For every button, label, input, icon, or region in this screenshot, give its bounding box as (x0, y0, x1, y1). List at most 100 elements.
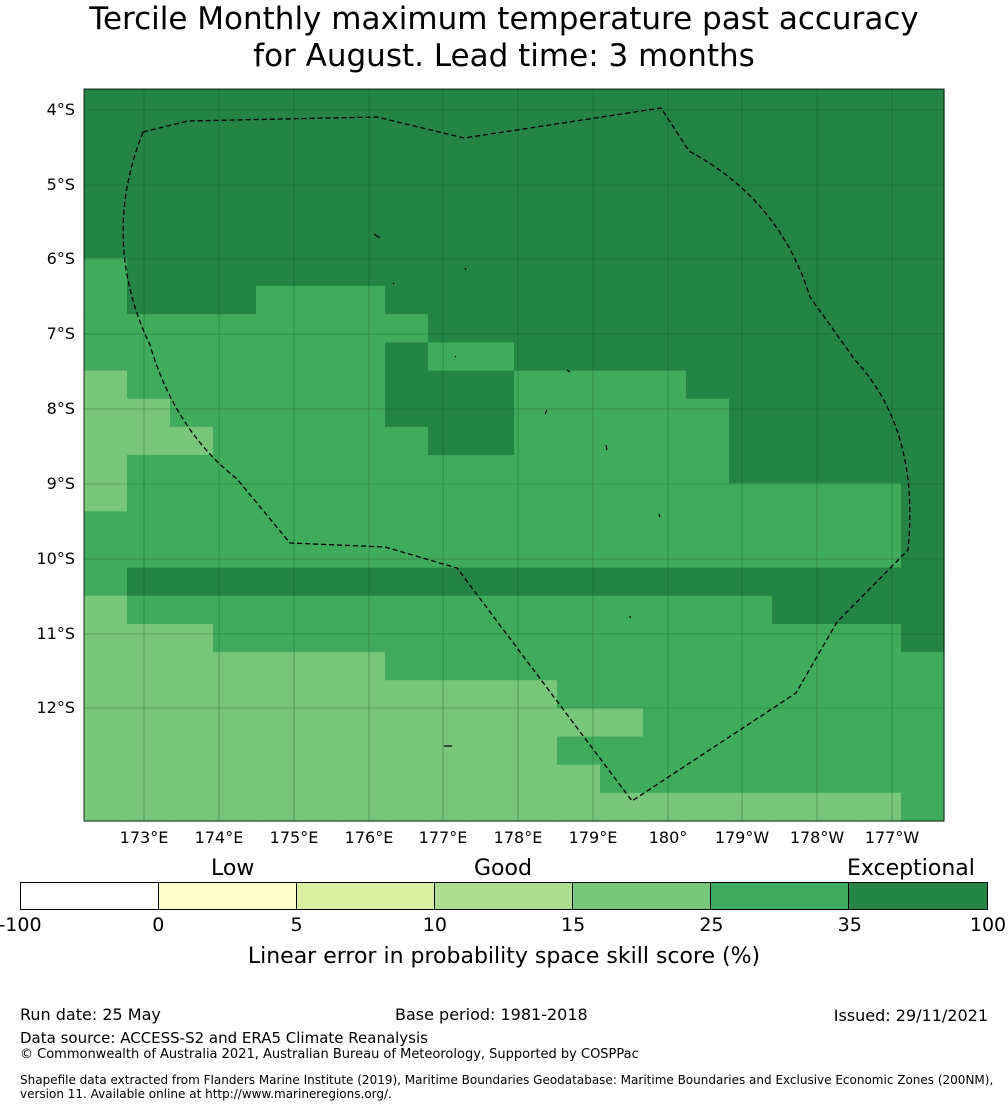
grid-cell (901, 173, 945, 203)
grid-cell (772, 89, 816, 118)
grid-cell (342, 595, 386, 625)
grid-cell (170, 708, 214, 738)
grid-cell (815, 117, 859, 146)
grid-cell (557, 201, 601, 231)
colorbar-tick-label: 100 (969, 914, 1007, 936)
grid-cell (643, 708, 687, 738)
grid-cell (299, 257, 343, 287)
grid-cell (815, 680, 859, 709)
grid-cell (686, 426, 730, 456)
grid-cell (385, 595, 429, 625)
grid-cell (557, 89, 601, 118)
grid-cell (299, 201, 343, 231)
grid-cell (342, 455, 386, 484)
grid-cell (514, 229, 558, 259)
grid-cell (901, 595, 945, 625)
island (658, 513, 661, 518)
grid-cell (213, 229, 257, 259)
grid-cell (213, 257, 257, 287)
grid-cell (84, 314, 128, 343)
colorbar-title: Linear error in probability space skill … (247, 944, 761, 969)
grid-cell (729, 257, 773, 287)
grid-cell (299, 173, 343, 203)
grid-cell (729, 595, 773, 625)
grid-cell (213, 764, 257, 794)
island (464, 267, 467, 271)
grid-cell (600, 173, 644, 203)
grid-cell (170, 342, 214, 372)
grid-cell (901, 426, 945, 456)
grid-cell (471, 595, 515, 625)
run-date: Run date: 25 May (20, 1005, 161, 1024)
grid-cell (729, 511, 773, 541)
grid-cell (170, 370, 214, 400)
grid-cell (428, 286, 472, 315)
grid-cell (643, 623, 687, 653)
colorbar-segment (573, 883, 711, 909)
grid-cell (385, 792, 429, 822)
grid-cell (385, 623, 429, 653)
grid-cell (170, 229, 214, 259)
grid-cell (600, 342, 644, 372)
grid-cell (729, 370, 773, 400)
grid-cell (772, 652, 816, 681)
grid-cell (385, 229, 429, 259)
grid-cell (729, 342, 773, 372)
grid-cell (514, 680, 558, 709)
grid-cell (342, 201, 386, 231)
grid-cell (471, 257, 515, 287)
grid-cell (84, 370, 128, 400)
grid-cell (729, 680, 773, 709)
grid-cell (858, 426, 902, 456)
grid-cell (858, 623, 902, 653)
grid-cell (385, 483, 429, 512)
grid-cell (514, 314, 558, 343)
grid-cell (772, 145, 816, 175)
grid-cell (213, 173, 257, 203)
grid-cell (815, 89, 859, 118)
grid-cell (772, 708, 816, 738)
grid-cell (213, 680, 257, 709)
grid-cell (213, 511, 257, 541)
grid-cell (342, 708, 386, 738)
grid-cell (428, 680, 472, 709)
grid-cell (342, 173, 386, 203)
grid-cell (815, 567, 859, 597)
grid-cell (858, 736, 902, 766)
grid-cell (127, 567, 171, 597)
grid-cell (557, 539, 601, 569)
grid-cell (299, 652, 343, 681)
grid-cell (342, 680, 386, 709)
grid-cell (428, 173, 472, 203)
grid-cell (84, 455, 128, 484)
grid-cell (84, 652, 128, 681)
grid-cell (686, 145, 730, 175)
grid-cell (643, 455, 687, 484)
grid-cell (901, 370, 945, 400)
grid-cell (772, 595, 816, 625)
grid-cell (557, 342, 601, 372)
grid-cell (299, 426, 343, 456)
grid-cell (600, 117, 644, 146)
skill-score-grid (84, 89, 945, 822)
grid-cell (901, 145, 945, 175)
grid-cell (256, 567, 300, 597)
grid-cell (256, 314, 300, 343)
grid-cell (557, 286, 601, 315)
grid-cell (557, 370, 601, 400)
grid-cell (428, 455, 472, 484)
grid-cell (127, 173, 171, 203)
category-label-low: Low (211, 856, 255, 881)
grid-cell (84, 511, 128, 541)
grid-cell (514, 483, 558, 512)
colorbar (20, 882, 988, 910)
grid-cell (385, 680, 429, 709)
grid-cell (772, 257, 816, 287)
grid-cell (127, 792, 171, 822)
grid-cell (299, 342, 343, 372)
grid-cell (385, 145, 429, 175)
grid-cell (342, 483, 386, 512)
grid-cell (772, 511, 816, 541)
grid-cell (901, 708, 945, 738)
grid-cell (600, 595, 644, 625)
